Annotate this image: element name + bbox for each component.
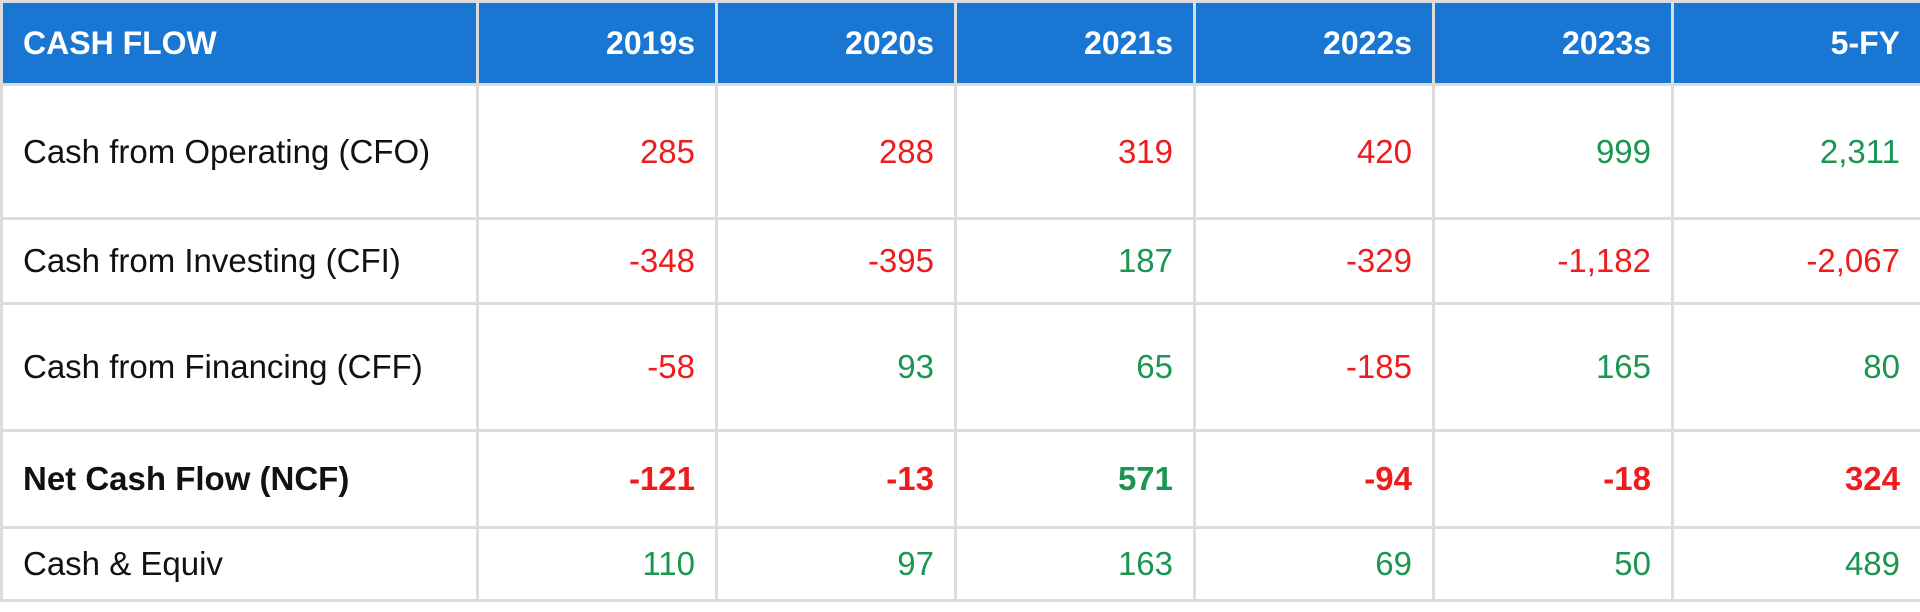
value-cell: 420 bbox=[1193, 83, 1435, 220]
row-label: Cash from Financing (CFF) bbox=[0, 302, 479, 432]
header-cell: 2023s bbox=[1432, 0, 1674, 86]
row-label: Cash & Equiv bbox=[0, 526, 479, 602]
value-cell: -1,182 bbox=[1432, 217, 1674, 305]
value-cell: 50 bbox=[1432, 526, 1674, 602]
value-cell: -18 bbox=[1432, 429, 1674, 529]
header-cell: 5-FY bbox=[1671, 0, 1920, 86]
value-cell: -13 bbox=[715, 429, 957, 529]
table-row: Cash from Operating (CFO) 285 288 319 420 999… bbox=[0, 83, 1920, 220]
value-cell: -121 bbox=[476, 429, 718, 529]
table-row: Net Cash Flow (NCF) -121 -13 571 -94 -18 324 bbox=[0, 429, 1920, 529]
value-cell: 999 bbox=[1432, 83, 1674, 220]
header-cell: 2019s bbox=[476, 0, 718, 86]
value-cell: 65 bbox=[954, 302, 1196, 432]
value-cell: -185 bbox=[1193, 302, 1435, 432]
value-cell: 2,311 bbox=[1671, 83, 1920, 220]
value-cell: 319 bbox=[954, 83, 1196, 220]
value-cell: 324 bbox=[1671, 429, 1920, 529]
table-body: Cash from Operating (CFO) 285 288 319 420 999… bbox=[0, 83, 1920, 602]
value-cell: 571 bbox=[954, 429, 1196, 529]
header-cell: 2021s bbox=[954, 0, 1196, 86]
value-cell: -329 bbox=[1193, 217, 1435, 305]
value-cell: -395 bbox=[715, 217, 957, 305]
value-cell: 187 bbox=[954, 217, 1196, 305]
table-row: Cash from Financing (CFF) -58 93 65 -185 165 8… bbox=[0, 302, 1920, 432]
value-cell: 93 bbox=[715, 302, 957, 432]
table-row: Cash from Investing (CFI) -348 -395 187 -329… bbox=[0, 217, 1920, 305]
table-row: Cash & Equiv 110 97 163 69 50 489 bbox=[0, 526, 1920, 602]
value-cell: 80 bbox=[1671, 302, 1920, 432]
value-cell: -348 bbox=[476, 217, 718, 305]
row-label: Net Cash Flow (NCF) bbox=[0, 429, 479, 529]
value-cell: 97 bbox=[715, 526, 957, 602]
value-cell: -2,067 bbox=[1671, 217, 1920, 305]
header-cell: CASH FLOW bbox=[0, 0, 479, 86]
header-cell: 2022s bbox=[1193, 0, 1435, 86]
value-cell: 489 bbox=[1671, 526, 1920, 602]
value-cell: 285 bbox=[476, 83, 718, 220]
value-cell: 69 bbox=[1193, 526, 1435, 602]
value-cell: 163 bbox=[954, 526, 1196, 602]
value-cell: 165 bbox=[1432, 302, 1674, 432]
header-row: CASH FLOW 2019s 2020s 2021s 2022s 2023s 5-FY bbox=[0, 0, 1920, 86]
row-label: Cash from Investing (CFI) bbox=[0, 217, 479, 305]
value-cell: 288 bbox=[715, 83, 957, 220]
value-cell: -58 bbox=[476, 302, 718, 432]
value-cell: -94 bbox=[1193, 429, 1435, 529]
row-label: Cash from Operating (CFO) bbox=[0, 83, 479, 220]
value-cell: 110 bbox=[476, 526, 718, 602]
header-cell: 2020s bbox=[715, 0, 957, 86]
